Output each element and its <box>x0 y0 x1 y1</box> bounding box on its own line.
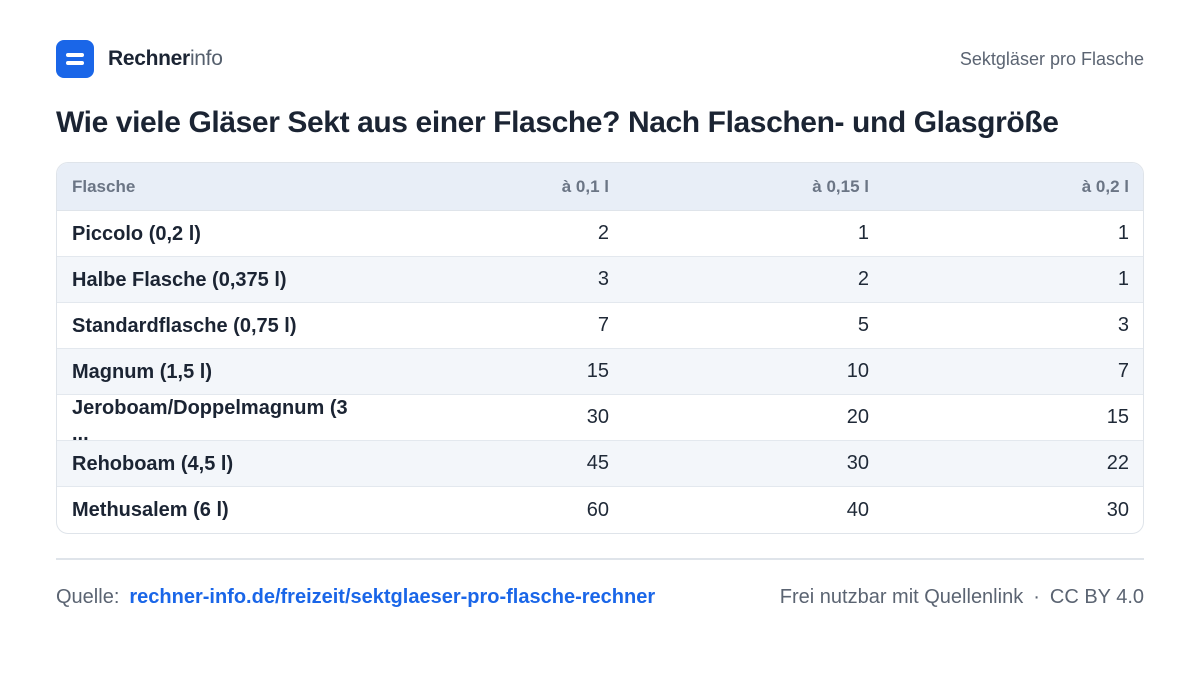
brand[interactable]: Rechnerinfo <box>56 40 223 78</box>
cell-value: 20 <box>846 406 869 428</box>
row-label: Methusalem (6 l) <box>72 499 229 521</box>
cell-value: 7 <box>1117 360 1129 382</box>
cell-value: 40 <box>846 498 869 521</box>
table-header: Flasche à 0,1 l à 0,15 l à 0,2 l <box>57 163 1143 211</box>
row-label: Halbe Flasche (0,375 l) <box>72 268 287 291</box>
footer: Quelle: rechner-info.de/freizeit/sektgla… <box>56 583 1144 611</box>
cell-value: 3 <box>1117 314 1129 336</box>
cell-value: 30 <box>846 452 869 474</box>
row-label: Jeroboam/Doppelmagnum (3 ... <box>72 396 348 441</box>
table-row: Halbe Flasche (0,375 l) 3 2 1 <box>57 257 1143 303</box>
cell-value: 60 <box>586 498 609 521</box>
license-name: CC BY 4.0 <box>1049 585 1144 608</box>
cell-value: 3 <box>597 268 609 290</box>
cell-value: 5 <box>857 314 869 336</box>
source-link[interactable]: rechner-info.de/freizeit/sektglaeser-pro… <box>129 585 656 608</box>
cell-value: 22 <box>1106 452 1129 474</box>
footer-divider <box>56 558 1144 560</box>
table-row: Standardflasche (0,75 l) 7 5 3 <box>57 303 1143 349</box>
cell-value: 30 <box>586 406 609 428</box>
license-text: Frei nutzbar mit Quellenlink <box>779 585 1024 608</box>
cell-value: 2 <box>597 222 609 244</box>
cell-value: 1 <box>857 222 869 244</box>
table-row: Rehoboam (4,5 l) 45 30 22 <box>57 441 1143 487</box>
column-header-glass-0-15: à 0,15 l <box>812 176 869 196</box>
row-label: Rehoboam (4,5 l) <box>72 452 234 475</box>
data-table: Flasche à 0,1 l à 0,15 l à 0,2 l Piccolo… <box>56 162 1144 534</box>
page-title: Wie viele Gläser Sekt aus einer Flasche?… <box>56 106 1059 139</box>
cell-value: 15 <box>1106 406 1129 428</box>
cell-value: 1 <box>1117 222 1129 244</box>
source: Quelle: rechner-info.de/freizeit/sektgla… <box>56 586 655 609</box>
cell-value: 2 <box>857 268 869 290</box>
cell-value: 45 <box>586 452 609 474</box>
table-row: Jeroboam/Doppelmagnum (3 ... 30 20 15 <box>57 395 1143 441</box>
row-label: Magnum (1,5 l) <box>72 360 213 383</box>
cell-value: 7 <box>597 314 609 336</box>
page-topic: Sektgläser pro Flasche <box>959 48 1144 69</box>
row-label: Standardflasche (0,75 l) <box>72 314 297 337</box>
table-row: Magnum (1,5 l) 15 10 7 <box>57 349 1143 395</box>
brand-name: Rechnerinfo <box>108 47 223 71</box>
column-header-glass-0-2: à 0,2 l <box>1081 176 1129 196</box>
brand-name-bold: Rechner <box>108 47 190 70</box>
cell-value: 1 <box>1117 268 1129 290</box>
cell-value: 15 <box>586 360 609 382</box>
table-row: Piccolo (0,2 l) 2 1 1 <box>57 211 1143 257</box>
table-row: Methusalem (6 l) 60 40 30 <box>57 487 1143 533</box>
column-header-glass-0-1: à 0,1 l <box>561 176 609 196</box>
cell-value: 30 <box>1106 498 1129 521</box>
column-header-bottle: Flasche <box>72 176 136 196</box>
cell-value: 10 <box>846 360 869 382</box>
logo-icon <box>56 40 94 78</box>
separator: · <box>1033 585 1040 608</box>
brand-name-light: info <box>189 47 223 70</box>
license-info: Frei nutzbar mit Quellenlink · CC BY 4.0 <box>780 586 1144 609</box>
header: Rechnerinfo Sektgläser pro Flasche <box>56 40 1144 78</box>
source-label: Quelle: <box>56 585 120 608</box>
row-label: Piccolo (0,2 l) <box>72 222 201 245</box>
